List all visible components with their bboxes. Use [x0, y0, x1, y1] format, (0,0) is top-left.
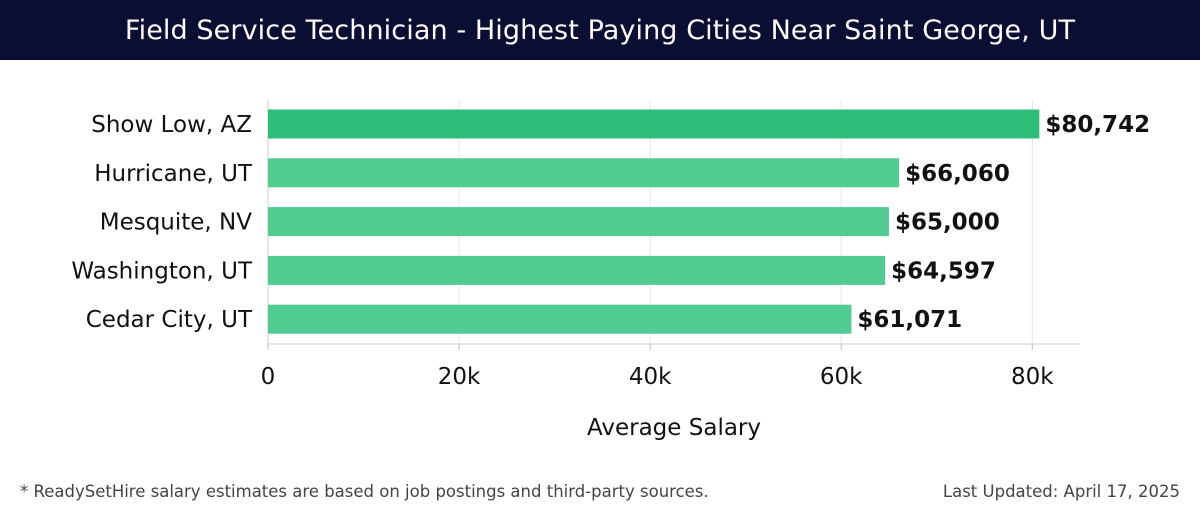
x-tick-label: 40k	[629, 364, 672, 390]
bar	[268, 304, 852, 334]
bars	[268, 109, 1040, 334]
category-label: Cedar City, UT	[86, 307, 253, 333]
value-label: $65,000	[895, 210, 1000, 236]
x-tick-label: 0	[261, 364, 276, 390]
value-label: $80,742	[1045, 112, 1150, 138]
footnote: * ReadySetHire salary estimates are base…	[20, 482, 709, 501]
chart-header: Field Service Technician - Highest Payin…	[0, 0, 1200, 60]
x-tick-label: 20k	[438, 364, 481, 390]
x-tick-label: 80k	[1011, 364, 1054, 390]
category-label: Hurricane, UT	[94, 161, 253, 187]
x-tick-labels: 0 20k 40k 60k 80k	[261, 364, 1055, 390]
bar	[268, 158, 900, 188]
chart-title: Field Service Technician - Highest Payin…	[124, 14, 1076, 46]
x-axis-title: Average Salary	[587, 415, 761, 441]
value-labels: $80,742 $66,060 $65,000 $64,597 $61,071	[857, 112, 1150, 333]
category-label: Show Low, AZ	[91, 112, 252, 138]
category-label: Mesquite, NV	[100, 210, 253, 236]
bar	[268, 255, 886, 285]
bar	[268, 109, 1040, 139]
last-updated: Last Updated: April 17, 2025	[942, 482, 1180, 501]
category-label: Washington, UT	[71, 258, 253, 284]
salary-bar-chart: Show Low, AZ Hurricane, UT Mesquite, NV Was…	[71, 100, 1150, 441]
value-label: $61,071	[857, 307, 962, 333]
value-label: $66,060	[905, 161, 1010, 187]
x-tick-label: 60k	[820, 364, 863, 390]
category-labels: Show Low, AZ Hurricane, UT Mesquite, NV Was…	[71, 112, 253, 333]
value-label: $64,597	[891, 258, 996, 284]
bar	[268, 207, 889, 237]
